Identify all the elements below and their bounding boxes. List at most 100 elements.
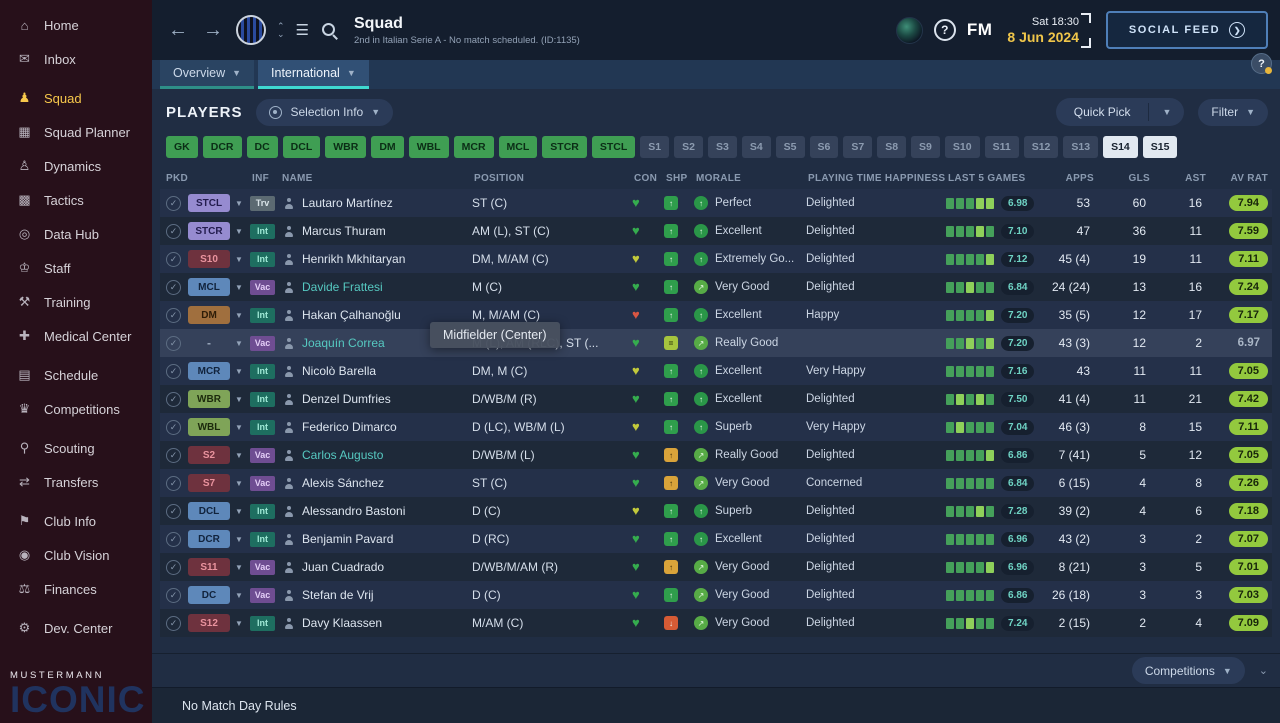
position-chip-mcr[interactable]: MCR [453,136,494,158]
pkd-selector[interactable]: STCR ▼ [188,222,250,240]
row-checkbox[interactable]: ✓ [166,363,181,379]
table-row[interactable]: ✓ STCR ▼ Int Marcus Thuram AM (L), ST (C) ♥ ↑ ↑ E… [160,217,1272,245]
sidebar-item-home[interactable]: ⌂ Home [0,8,152,42]
row-checkbox[interactable]: ✓ [166,615,181,631]
table-row[interactable]: ✓ WBR ▼ Int Denzel Dumfries D/WB/M (R) ♥ ↑ ↑ Exce… [160,385,1272,413]
sidebar-item-schedule[interactable]: ▤ Schedule [0,358,152,392]
position-chip-dcr[interactable]: DCR [202,136,242,158]
sidebar-item-staff[interactable]: ♔ Staff [0,251,152,285]
position-chip-s2[interactable]: S2 [674,136,703,158]
pkd-selector[interactable]: S10 ▼ [188,250,250,268]
table-row[interactable]: ✓ S10 ▼ Int Henrikh Mkhitaryan DM, M/AM (C) ♥ ↑… [160,245,1272,273]
table-row[interactable]: ✓ WBL ▼ Int Federico Dimarco D (LC), WB/M (L)… [160,413,1272,441]
position-chip-dc[interactable]: DC [246,136,278,158]
row-checkbox[interactable]: ✓ [166,475,181,491]
column-header-inf[interactable]: INF [252,172,270,184]
filter-dropdown[interactable]: Filter ▼ [1198,98,1268,126]
table-row[interactable]: ✓ S11 ▼ Vac Juan Cuadrado D/WB/M/AM (R) ♥ ↑ ↗ Ver… [160,553,1272,581]
pkd-selector[interactable]: S11 ▼ [188,558,250,576]
tab-overview[interactable]: Overview ▼ [160,60,255,89]
row-checkbox[interactable]: ✓ [166,587,181,603]
column-header-shp[interactable]: SHP [666,172,688,184]
row-checkbox[interactable]: ✓ [166,335,181,351]
player-name[interactable]: Lautaro Martínez [302,196,393,210]
pkd-selector[interactable]: DCL ▼ [188,502,250,520]
position-chip-s12[interactable]: S12 [1023,136,1059,158]
column-header-last-5-games[interactable]: LAST 5 GAMES [948,172,1026,184]
sidebar-item-squad[interactable]: ♟ Squad [0,81,152,115]
position-chip-dm[interactable]: DM [371,136,404,158]
club-badge-icon[interactable] [236,15,266,45]
player-name[interactable]: Henrikh Mkhitaryan [302,252,406,266]
position-chip-s14[interactable]: S14 [1103,136,1138,158]
player-name-cell[interactable]: Denzel Dumfries [280,392,472,406]
row-checkbox[interactable]: ✓ [166,447,181,463]
column-header-name[interactable]: NAME [282,172,313,184]
player-name-cell[interactable]: Henrikh Mkhitaryan [280,252,472,266]
forward-arrow-icon[interactable]: → [203,19,223,41]
sidebar-item-squad-planner[interactable]: ▦ Squad Planner [0,115,152,149]
panel-collapse-chevron-icon[interactable]: ⌄ [1258,665,1268,677]
position-chip-s1[interactable]: S1 [640,136,670,158]
column-header-pkd[interactable]: PKD [166,172,189,184]
table-row[interactable]: ✓ STCL ▼ Trv Lautaro Martínez ST (C) ♥ ↑ ↑ Perfec… [160,189,1272,217]
sidebar-item-data-hub[interactable]: ◎ Data Hub [0,217,152,251]
world-globe-icon[interactable] [895,16,923,44]
player-name-cell[interactable]: Benjamin Pavard [280,532,472,546]
row-checkbox[interactable]: ✓ [166,503,181,519]
player-name[interactable]: Denzel Dumfries [302,392,391,406]
column-header-morale[interactable]: MORALE [696,172,742,184]
sidebar-item-transfers[interactable]: ⇄ Transfers [0,465,152,499]
column-header-position[interactable]: POSITION [474,172,525,184]
position-chip-s11[interactable]: S11 [984,136,1019,158]
position-chip-mcl[interactable]: MCL [498,136,538,158]
player-name[interactable]: Stefan de Vrij [302,588,374,602]
back-arrow-icon[interactable]: ← [168,19,188,41]
position-chip-s8[interactable]: S8 [877,136,907,158]
row-checkbox[interactable]: ✓ [166,531,181,547]
player-name-cell[interactable]: Davy Klaassen [280,616,472,630]
table-row[interactable]: ✓ S12 ▼ Int Davy Klaassen M/AM (C) ♥ ↓ ↗ Very Goo… [160,609,1272,637]
pkd-selector[interactable]: S12 ▼ [188,614,250,632]
player-name-cell[interactable]: Nicolò Barella [280,364,472,378]
position-chip-wbl[interactable]: WBL [408,136,449,158]
hamburger-menu-icon[interactable]: ☰ [295,22,309,39]
player-name[interactable]: Joaquín Correa [302,336,385,350]
row-checkbox[interactable]: ✓ [166,419,181,435]
help-icon[interactable]: ? [933,19,956,41]
column-header-apps[interactable]: APPS [1065,172,1094,184]
pkd-selector[interactable]: S2 ▼ [188,446,250,464]
table-row[interactable]: ✓ S7 ▼ Vac Alexis Sánchez ST (C) ♥ ↑ ↗ Very Good C… [160,469,1272,497]
help-bubble-icon[interactable]: ? [1251,53,1272,74]
sidebar-item-competitions[interactable]: ♛ Competitions [0,392,152,426]
table-row[interactable]: ✓ MCR ▼ Int Nicolò Barella DM, M (C) ♥ ↑ ↑ Excell… [160,357,1272,385]
position-chip-s15[interactable]: S15 [1142,136,1178,158]
pkd-selector[interactable]: WBL ▼ [188,418,250,436]
table-row[interactable]: ✓ DCL ▼ Int Alessandro Bastoni D (C) ♥ ↑ ↑ Superb… [160,497,1272,525]
position-chip-gk[interactable]: GK [166,136,198,158]
pkd-selector[interactable]: DCR ▼ [188,530,250,548]
sidebar-item-scouting[interactable]: ⚲ Scouting [0,431,152,465]
position-chip-s4[interactable]: S4 [741,136,771,158]
position-chip-s7[interactable]: S7 [843,136,873,158]
pkd-selector[interactable]: - ▼ [188,336,250,350]
column-header-ast[interactable]: AST [1185,172,1206,184]
tab-international[interactable]: International ▼ [258,60,369,89]
pkd-selector[interactable]: MCR ▼ [188,362,250,380]
row-checkbox[interactable]: ✓ [166,223,181,239]
player-name[interactable]: Alessandro Bastoni [302,504,406,518]
position-chip-wbr[interactable]: WBR [325,136,367,158]
table-row[interactable]: ✓ DM ▼ Int Hakan Çalhanoğlu M, M/AM (C) ♥ ↑ ↑ Exc… [160,301,1272,329]
table-row[interactable]: ✓ S2 ▼ Vac Carlos Augusto D/WB/M (L) ♥ ↑ ↗ Really… [160,441,1272,469]
row-checkbox[interactable]: ✓ [166,559,181,575]
row-checkbox[interactable]: ✓ [166,391,181,407]
sidebar-item-dev-center[interactable]: ⚙ Dev. Center [0,611,152,645]
sidebar-item-finances[interactable]: ⚖ Finances [0,572,152,606]
player-name-cell[interactable]: Carlos Augusto [280,448,472,462]
player-name-cell[interactable]: Alessandro Bastoni [280,504,472,518]
player-name[interactable]: Nicolò Barella [302,364,377,378]
sidebar-item-club-info[interactable]: ⚑ Club Info [0,504,152,538]
position-chip-s6[interactable]: S6 [809,136,839,158]
sidebar-item-medical-center[interactable]: ✚ Medical Center [0,319,152,353]
chevron-down-icon[interactable]: ▼ [1162,107,1172,117]
